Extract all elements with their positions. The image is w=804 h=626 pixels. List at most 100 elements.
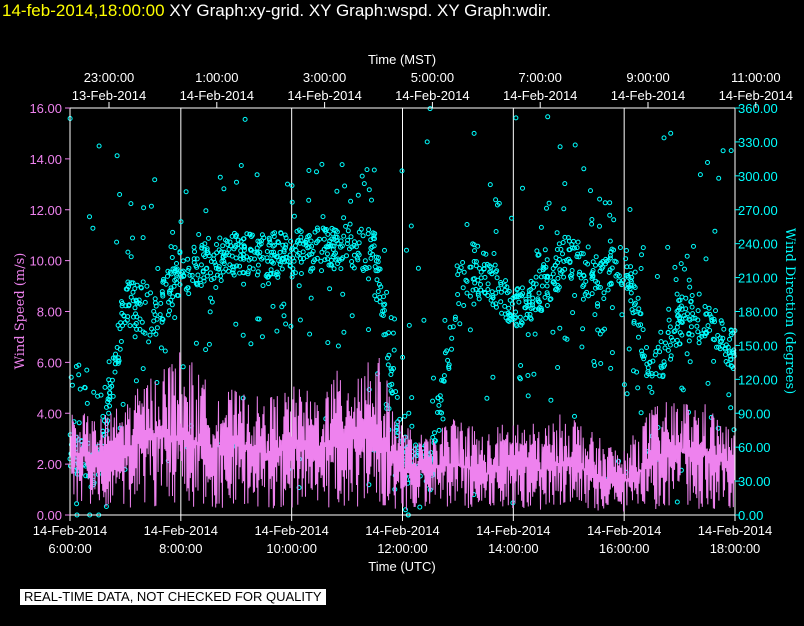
wdir-point	[140, 235, 146, 241]
wdir-point	[590, 274, 596, 280]
wdir-point	[185, 268, 191, 273]
wdir-point	[525, 332, 531, 338]
wdir-point	[699, 331, 705, 337]
bottom-tick-date: 14-Feb-2014	[254, 523, 328, 538]
wdir-point	[555, 260, 560, 266]
wdir-point	[318, 258, 324, 264]
wdir-point	[105, 399, 111, 405]
wdir-point	[306, 252, 312, 258]
wdir-point	[712, 337, 717, 343]
wdir-point	[128, 254, 134, 260]
wdir-point	[569, 272, 575, 278]
wdir-point	[118, 339, 124, 344]
wdir-point	[667, 324, 673, 330]
wdir-point	[91, 389, 97, 395]
wdir-point	[589, 271, 595, 277]
wdir-point	[266, 281, 271, 287]
wdir-point	[377, 294, 383, 300]
wdir-point	[160, 293, 166, 299]
wdir-point	[319, 161, 325, 167]
wdir-point	[602, 200, 608, 206]
wdir-point	[185, 285, 191, 291]
wdir-point	[276, 240, 282, 246]
top-tick-time: 1:00:00	[195, 70, 238, 85]
left-tick-label: 2.00	[37, 457, 62, 472]
wdir-point	[636, 334, 641, 340]
wdir-point	[452, 314, 458, 320]
wdir-point	[442, 317, 448, 323]
wdir-point	[561, 206, 567, 212]
wdir-point	[133, 321, 139, 326]
wdir-point	[255, 269, 261, 275]
wdir-point	[126, 284, 131, 290]
wdir-point	[257, 254, 263, 260]
wdir-point	[273, 254, 279, 260]
wdir-point	[309, 251, 315, 257]
wdir-point	[162, 348, 168, 354]
wdir-point	[309, 243, 315, 249]
wdir-point	[518, 319, 524, 325]
wdir-point	[712, 228, 718, 234]
wdir-point	[328, 257, 334, 263]
wdir-point	[535, 298, 541, 304]
wdir-point	[238, 163, 244, 168]
wdir-point	[572, 293, 578, 298]
wdir-point	[113, 357, 118, 363]
chart-header: 14-feb-2014,18:00:00 XY Graph:xy-grid. X…	[2, 0, 551, 22]
wdir-point	[564, 257, 569, 263]
top-tick-time: 9:00:00	[626, 70, 669, 85]
wdir-point	[624, 248, 629, 253]
wdir-point	[268, 267, 274, 273]
wdir-point	[470, 287, 476, 293]
wdir-point	[715, 333, 721, 338]
wdir-point	[463, 277, 469, 283]
wdir-point	[519, 293, 525, 299]
wdir-point	[186, 291, 192, 297]
wdir-point	[460, 260, 466, 265]
wdir-point	[665, 244, 671, 250]
wdir-point	[494, 275, 500, 281]
wdir-point	[684, 253, 690, 259]
wdir-point	[731, 353, 737, 359]
wdir-point	[557, 144, 563, 150]
wdir-point	[211, 275, 217, 281]
wdir-point	[523, 299, 529, 305]
wdir-point	[242, 244, 248, 250]
wdir-point	[555, 282, 561, 288]
wdir-point	[112, 369, 118, 375]
wdir-point	[726, 392, 732, 398]
wdir-point	[206, 341, 212, 347]
wdir-point	[707, 311, 713, 317]
wdir-point	[716, 175, 722, 181]
wdir-point	[684, 351, 690, 357]
wdir-point	[491, 251, 497, 256]
left-tick-label: 16.00	[29, 101, 62, 116]
wdir-point	[638, 322, 644, 328]
wdir-point	[504, 290, 510, 296]
wdir-point	[374, 297, 380, 303]
wdir-point	[240, 236, 246, 242]
wdir-point	[120, 401, 126, 407]
wdir-point	[688, 324, 694, 330]
wdir-point	[522, 305, 528, 311]
wdir-point	[679, 385, 685, 391]
wdir-point	[431, 375, 436, 381]
wdir-point	[185, 256, 191, 262]
wdir-point	[289, 274, 295, 280]
wdir-point	[344, 241, 350, 247]
wdir-point	[579, 344, 585, 350]
wdir-point	[168, 271, 174, 277]
left-tick-label: 6.00	[37, 355, 62, 370]
wdir-point	[728, 148, 734, 154]
wdir-point	[180, 364, 186, 370]
wdir-point	[310, 248, 316, 254]
wdir-point	[687, 359, 693, 365]
wdir-point	[705, 160, 710, 165]
wdir-point	[152, 312, 158, 318]
right-tick-label: 60.00	[738, 440, 771, 455]
wdir-point	[125, 249, 131, 255]
wdir-point	[364, 167, 370, 173]
wdir-point	[542, 247, 548, 253]
wdir-point	[275, 271, 281, 277]
bottom-tick-time: 12:00:00	[377, 541, 428, 556]
